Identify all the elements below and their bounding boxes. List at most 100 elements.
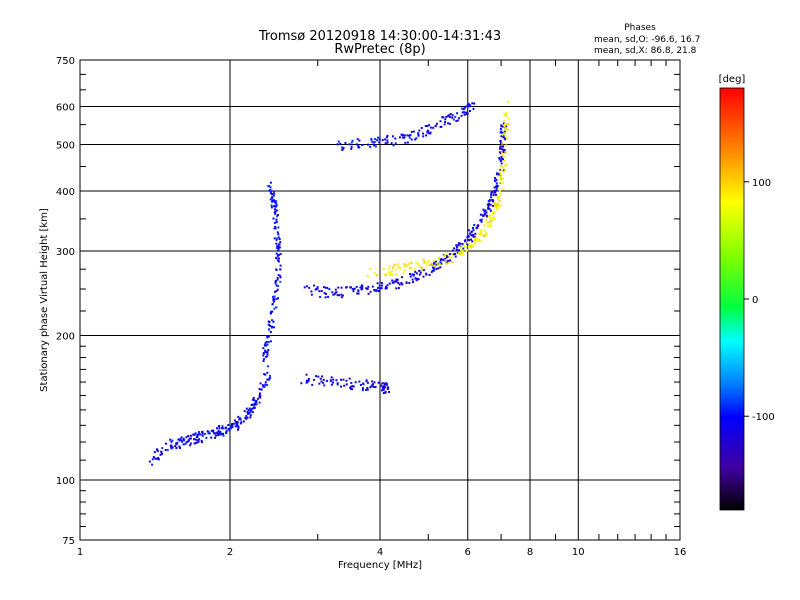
echo-point xyxy=(385,382,388,385)
echo-point xyxy=(460,249,463,252)
echo-point xyxy=(444,118,447,121)
echo-point xyxy=(275,202,278,205)
echo-point xyxy=(391,266,394,269)
echo-point xyxy=(171,446,174,449)
echo-point xyxy=(192,433,195,436)
echo-point xyxy=(314,288,317,291)
echo-point xyxy=(381,284,384,287)
echo-point xyxy=(490,210,493,213)
echo-point xyxy=(276,278,279,281)
echo-point xyxy=(169,438,172,441)
echo-point xyxy=(366,388,369,391)
echo-point xyxy=(340,286,343,289)
echo-point xyxy=(273,298,276,301)
echo-point xyxy=(351,139,354,142)
echo-point xyxy=(322,378,325,381)
echo-point xyxy=(340,385,343,388)
echo-point xyxy=(271,303,274,306)
echo-point xyxy=(504,112,507,115)
echo-point xyxy=(208,432,211,435)
echo-point xyxy=(497,187,500,190)
echo-point xyxy=(418,129,421,132)
echo-point xyxy=(200,439,203,442)
echo-point xyxy=(499,142,502,145)
echo-point xyxy=(467,245,470,248)
echo-point xyxy=(458,249,461,252)
echo-point xyxy=(353,287,356,290)
echo-point xyxy=(381,386,384,389)
echo-point xyxy=(263,385,266,388)
echo-point xyxy=(273,222,276,225)
echo-point xyxy=(453,247,456,250)
echo-point xyxy=(277,257,280,260)
echo-point xyxy=(201,441,204,444)
echo-point xyxy=(389,273,392,276)
echo-point xyxy=(248,407,251,410)
echo-point xyxy=(306,380,309,383)
echo-point xyxy=(274,201,277,204)
echo-point xyxy=(195,438,198,441)
echo-point xyxy=(334,291,337,294)
echo-point xyxy=(495,179,498,182)
echo-point xyxy=(438,263,441,266)
echo-point xyxy=(327,295,330,298)
echo-point xyxy=(483,224,486,227)
echo-point xyxy=(357,289,360,292)
echo-point xyxy=(344,141,347,144)
echo-point xyxy=(414,270,417,273)
echo-point xyxy=(263,373,266,376)
echo-point xyxy=(382,268,385,271)
echo-point xyxy=(159,453,162,456)
echo-point xyxy=(502,188,505,191)
echo-point xyxy=(388,282,391,285)
echo-point xyxy=(266,371,269,374)
echo-point xyxy=(492,199,495,202)
echo-point xyxy=(502,119,505,122)
echo-point xyxy=(222,427,225,430)
echo-point xyxy=(463,107,466,110)
echo-point xyxy=(270,198,273,201)
echo-point xyxy=(319,295,322,298)
echo-point xyxy=(476,238,479,241)
echo-point xyxy=(161,447,164,450)
echo-point xyxy=(492,200,495,203)
echo-point xyxy=(440,258,443,261)
echo-point xyxy=(392,281,395,284)
echo-point xyxy=(236,422,239,425)
echo-point xyxy=(507,123,510,126)
echo-point xyxy=(198,433,201,436)
echo-point xyxy=(448,253,451,256)
echo-point xyxy=(458,242,461,245)
echo-point xyxy=(500,124,503,127)
echo-point xyxy=(264,349,267,352)
echo-point xyxy=(239,422,242,425)
echo-point xyxy=(503,170,506,173)
echo-point xyxy=(266,335,269,338)
echo-point xyxy=(322,381,325,384)
echo-point xyxy=(476,226,479,229)
echo-point xyxy=(465,113,468,116)
echo-point xyxy=(373,272,376,275)
echo-point xyxy=(270,206,273,209)
echo-point xyxy=(351,287,354,290)
echo-point xyxy=(499,160,502,163)
echo-point xyxy=(265,355,268,358)
echo-point xyxy=(310,290,313,293)
echo-point xyxy=(417,278,420,281)
echo-point xyxy=(507,101,510,104)
echo-point xyxy=(440,262,443,265)
echo-point xyxy=(270,189,273,192)
echo-point xyxy=(242,420,245,423)
echo-point xyxy=(417,262,420,265)
echo-point xyxy=(246,411,249,414)
echo-point xyxy=(273,237,276,240)
echo-point xyxy=(499,177,502,180)
echo-point xyxy=(259,394,262,397)
echo-point xyxy=(484,209,487,212)
echo-point xyxy=(180,439,183,442)
echo-point xyxy=(431,266,434,269)
echo-point xyxy=(195,435,198,438)
echo-point xyxy=(231,426,234,429)
echo-point xyxy=(342,146,345,149)
echo-point xyxy=(314,375,317,378)
